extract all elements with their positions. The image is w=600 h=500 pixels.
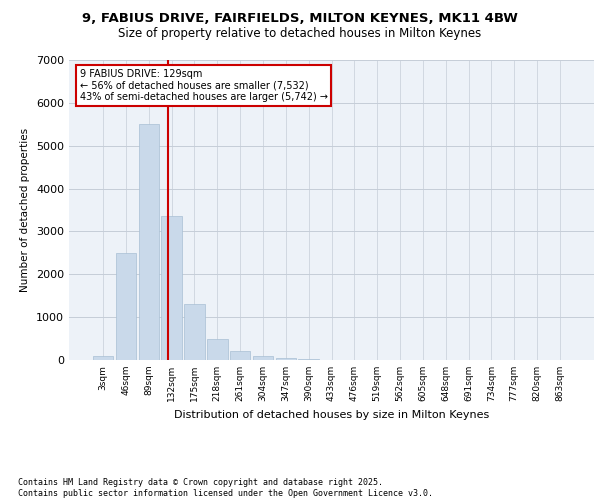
- Text: 9 FABIUS DRIVE: 129sqm
← 56% of detached houses are smaller (7,532)
43% of semi-: 9 FABIUS DRIVE: 129sqm ← 56% of detached…: [79, 69, 328, 102]
- Text: 9, FABIUS DRIVE, FAIRFIELDS, MILTON KEYNES, MK11 4BW: 9, FABIUS DRIVE, FAIRFIELDS, MILTON KEYN…: [82, 12, 518, 26]
- Bar: [184, 304, 205, 360]
- Bar: [139, 124, 159, 360]
- X-axis label: Distribution of detached houses by size in Milton Keynes: Distribution of detached houses by size …: [174, 410, 489, 420]
- Bar: [275, 358, 296, 360]
- Bar: [230, 351, 250, 360]
- Bar: [116, 253, 136, 360]
- Y-axis label: Number of detached properties: Number of detached properties: [20, 128, 31, 292]
- Text: Size of property relative to detached houses in Milton Keynes: Size of property relative to detached ho…: [118, 28, 482, 40]
- Bar: [253, 356, 273, 360]
- Text: Contains HM Land Registry data © Crown copyright and database right 2025.
Contai: Contains HM Land Registry data © Crown c…: [18, 478, 433, 498]
- Bar: [298, 359, 319, 360]
- Bar: [207, 340, 227, 360]
- Bar: [93, 356, 113, 360]
- Bar: [161, 216, 182, 360]
